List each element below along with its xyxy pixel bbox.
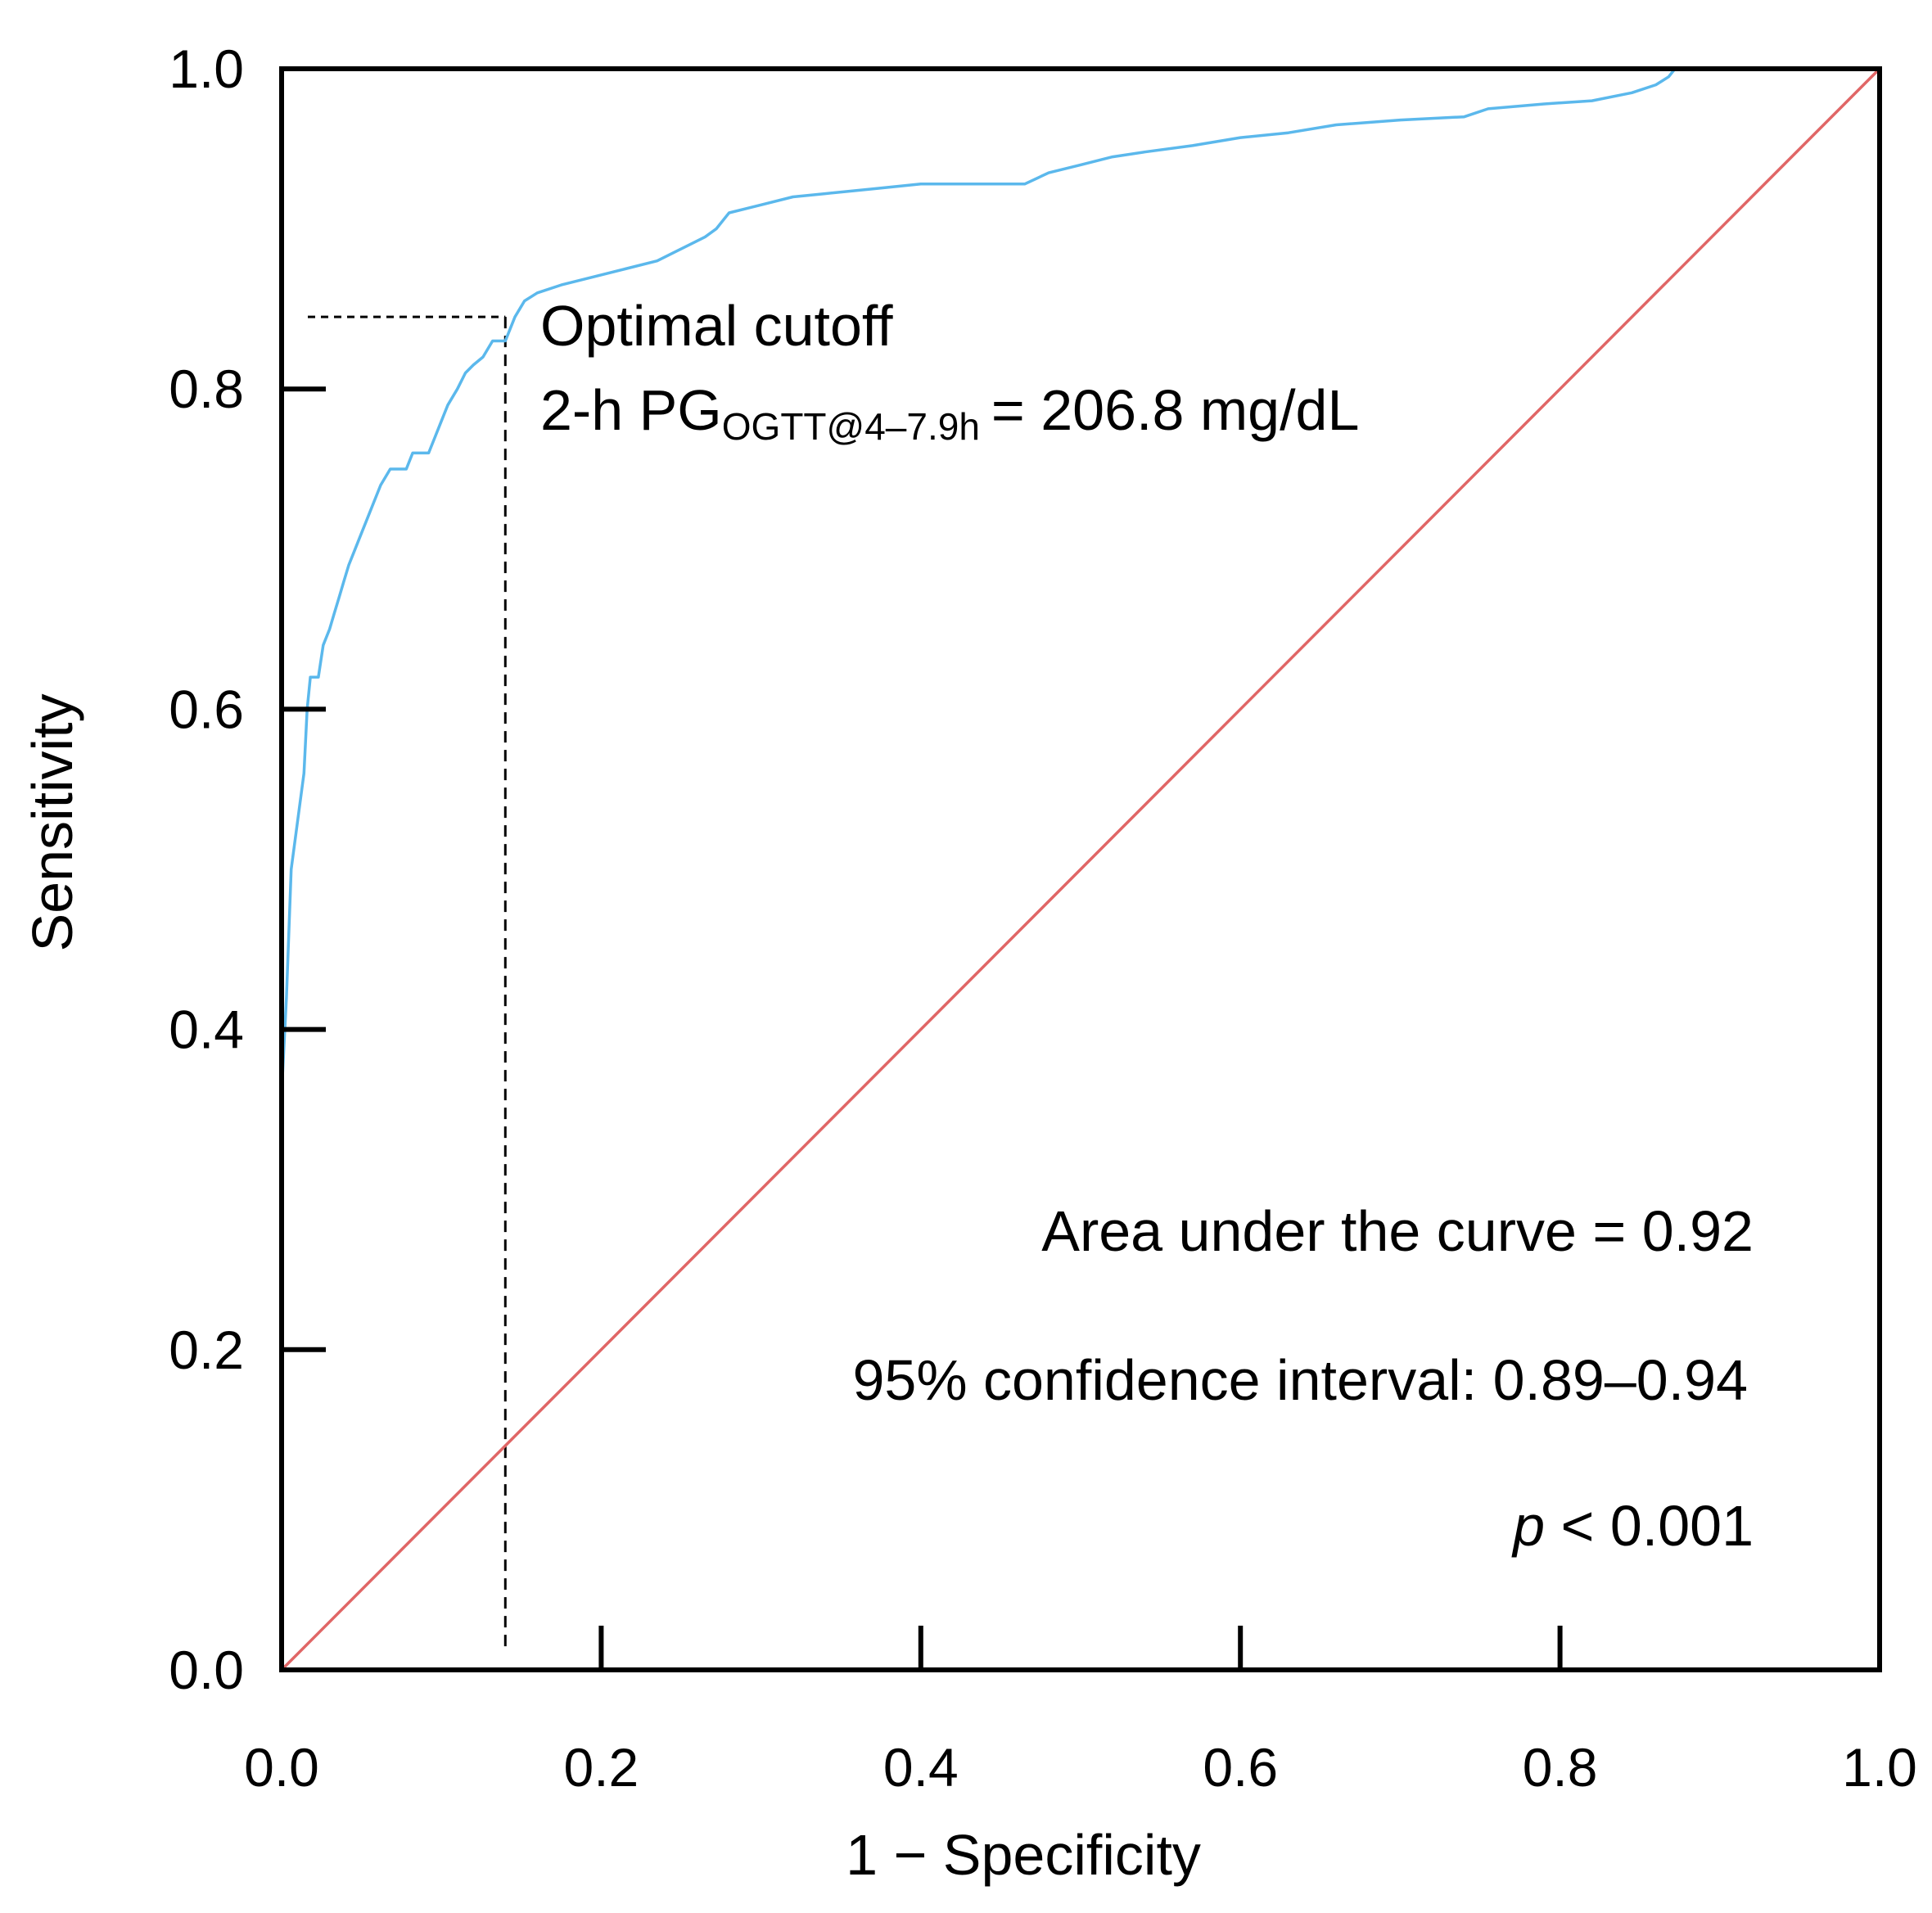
p-italic: p xyxy=(1511,1494,1545,1558)
x-tick-label: 0.2 xyxy=(564,1737,639,1798)
cutoff-label: Optimal cutoff xyxy=(540,294,893,358)
x-axis-title: 1 − Specificity xyxy=(846,1823,1201,1887)
cutoff-prefix: 2-h PG xyxy=(540,378,722,442)
labels-layer: 0.0 0.2 0.4 0.6 0.8 1.0 0.0 0.2 0.4 0.6 0.8 1.0 xyxy=(169,38,1917,1798)
x-tick-label: 1.0 xyxy=(1842,1737,1917,1798)
y-tick-label: 0.8 xyxy=(169,359,244,419)
ci-label: 95% confidence interval: 0.89–0.94 xyxy=(852,1348,1748,1412)
p-rest: < 0.001 xyxy=(1545,1494,1754,1558)
plot-frame xyxy=(279,66,1882,1672)
y-axis-title: Sensitivity xyxy=(20,693,84,951)
y-tick-label: 0.0 xyxy=(169,1640,244,1700)
roc-curve xyxy=(280,67,1880,1094)
reference-diagonal xyxy=(280,67,1881,1672)
curves-layer xyxy=(280,67,1881,1672)
cutoff-subscript: OGTT@4–7.9h xyxy=(722,405,980,448)
y-tick-label: 1.0 xyxy=(169,38,244,99)
p-value-label: p < 0.001 xyxy=(1511,1494,1754,1558)
cutoff-value: = 206.8 mg/dL xyxy=(991,378,1360,442)
x-tick-label: 0.0 xyxy=(244,1737,319,1798)
y-tick-label: 0.2 xyxy=(169,1320,244,1380)
ticks-layer xyxy=(282,386,1563,1670)
auc-label: Area under the curve = 0.92 xyxy=(1041,1199,1754,1263)
x-tick-label: 0.6 xyxy=(1203,1737,1278,1798)
y-tick-label: 0.4 xyxy=(169,999,244,1060)
y-tick-label: 0.6 xyxy=(169,679,244,739)
x-tick-label: 0.4 xyxy=(883,1737,959,1798)
cutoff-threshold: 2-h PGOGTT@4–7.9h = 206.8 mg/dL xyxy=(540,378,1359,448)
x-tick-label: 0.8 xyxy=(1523,1737,1598,1798)
